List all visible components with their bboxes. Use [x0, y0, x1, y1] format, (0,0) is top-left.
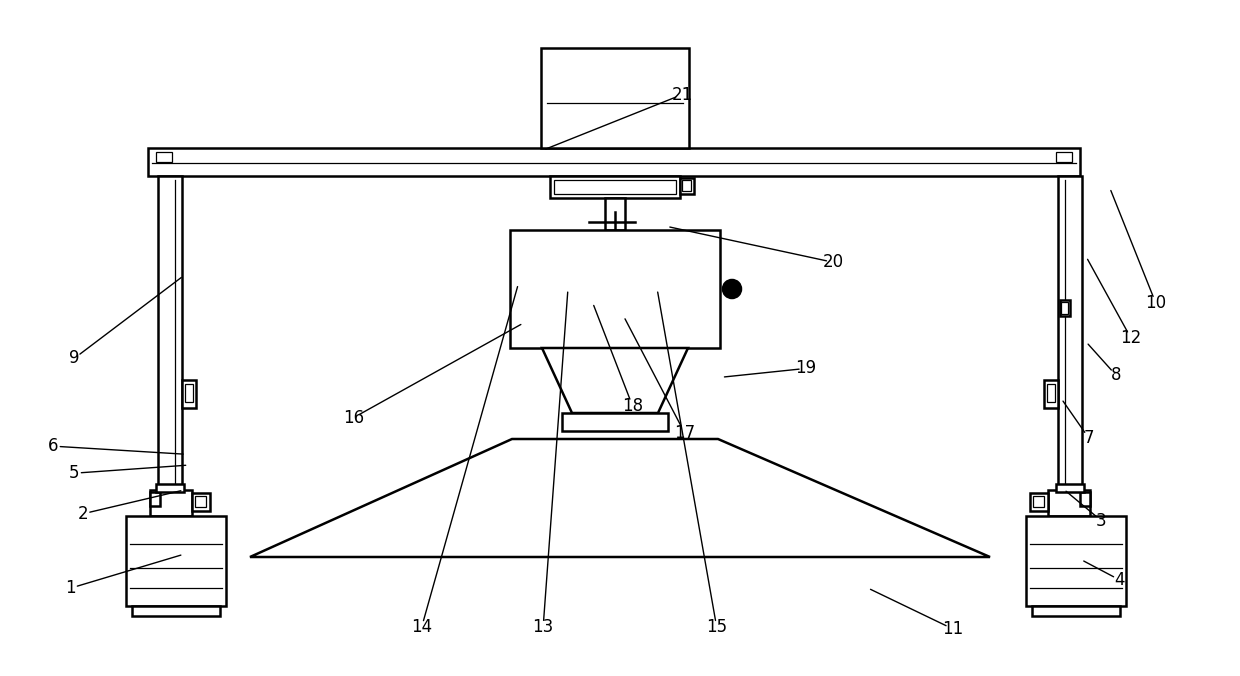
FancyBboxPatch shape: [1061, 302, 1068, 314]
Circle shape: [723, 280, 742, 298]
Text: 9: 9: [69, 349, 79, 367]
FancyBboxPatch shape: [1056, 152, 1073, 162]
Text: 12: 12: [1120, 329, 1142, 347]
FancyBboxPatch shape: [680, 178, 694, 194]
FancyBboxPatch shape: [157, 176, 182, 490]
Text: 10: 10: [1145, 294, 1167, 312]
Text: 1: 1: [66, 579, 76, 597]
FancyBboxPatch shape: [148, 148, 1080, 176]
Text: 6: 6: [48, 437, 58, 455]
FancyBboxPatch shape: [541, 48, 689, 148]
Text: 2: 2: [78, 505, 88, 523]
Text: 18: 18: [621, 397, 644, 414]
FancyBboxPatch shape: [554, 180, 676, 194]
Text: 11: 11: [941, 620, 963, 637]
FancyBboxPatch shape: [605, 198, 625, 230]
FancyBboxPatch shape: [1058, 176, 1083, 490]
FancyBboxPatch shape: [150, 492, 160, 506]
Text: 14: 14: [410, 619, 433, 636]
FancyBboxPatch shape: [510, 230, 720, 348]
Text: 13: 13: [532, 619, 554, 636]
FancyBboxPatch shape: [192, 493, 210, 511]
Text: 17: 17: [673, 424, 696, 441]
FancyBboxPatch shape: [126, 516, 226, 606]
FancyBboxPatch shape: [156, 152, 172, 162]
FancyBboxPatch shape: [1044, 380, 1058, 408]
FancyBboxPatch shape: [182, 380, 196, 408]
Polygon shape: [542, 348, 688, 413]
FancyBboxPatch shape: [562, 413, 668, 431]
Text: 5: 5: [69, 464, 79, 482]
Text: 8: 8: [1111, 366, 1121, 384]
FancyBboxPatch shape: [682, 180, 691, 191]
FancyBboxPatch shape: [131, 606, 219, 616]
FancyBboxPatch shape: [1048, 490, 1090, 516]
FancyBboxPatch shape: [1080, 492, 1090, 506]
Text: 15: 15: [706, 619, 728, 636]
Polygon shape: [250, 439, 990, 557]
FancyBboxPatch shape: [1030, 493, 1048, 511]
FancyBboxPatch shape: [156, 484, 184, 492]
FancyBboxPatch shape: [1060, 300, 1070, 316]
FancyBboxPatch shape: [1047, 384, 1055, 402]
FancyBboxPatch shape: [150, 490, 192, 516]
Text: 16: 16: [342, 409, 365, 427]
FancyBboxPatch shape: [1033, 496, 1044, 507]
FancyBboxPatch shape: [1032, 606, 1120, 616]
Text: 21: 21: [671, 86, 693, 103]
Text: 4: 4: [1115, 571, 1125, 589]
FancyBboxPatch shape: [1025, 516, 1126, 606]
FancyBboxPatch shape: [551, 176, 680, 198]
FancyBboxPatch shape: [185, 384, 193, 402]
Text: 7: 7: [1084, 429, 1094, 447]
FancyBboxPatch shape: [1056, 484, 1084, 492]
Text: 19: 19: [795, 360, 817, 377]
Text: 3: 3: [1096, 512, 1106, 529]
Circle shape: [728, 285, 737, 293]
FancyBboxPatch shape: [195, 496, 206, 507]
Text: 20: 20: [822, 254, 844, 271]
